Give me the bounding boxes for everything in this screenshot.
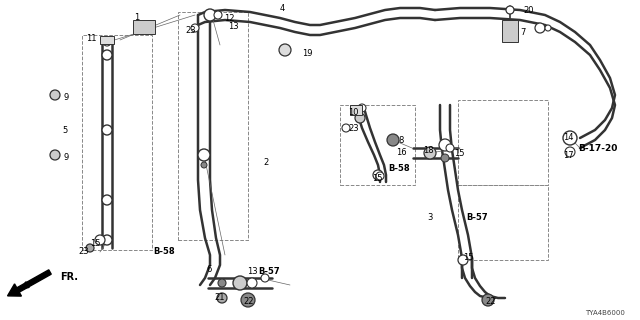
Circle shape [279,44,291,56]
Bar [82,35,152,250]
Circle shape [50,90,60,100]
Circle shape [233,276,247,290]
Text: 21: 21 [214,293,225,302]
Text: 3: 3 [427,213,433,222]
Circle shape [545,25,551,31]
Text: 22: 22 [243,298,253,307]
Circle shape [218,279,226,287]
Circle shape [376,172,384,180]
Circle shape [355,113,365,123]
Text: 23: 23 [185,26,196,35]
Bar [458,185,548,260]
Circle shape [241,293,255,307]
Text: 2: 2 [263,157,268,166]
Circle shape [86,244,94,252]
Text: 4: 4 [280,4,285,12]
Text: 19: 19 [302,49,312,58]
Text: 17: 17 [563,150,573,159]
Circle shape [535,23,545,33]
Text: B-58: B-58 [153,247,175,257]
Circle shape [261,274,269,282]
Text: 16: 16 [396,148,406,156]
Circle shape [191,24,199,32]
Text: FR.: FR. [60,272,78,282]
Text: 12: 12 [224,13,234,22]
Bar [178,12,248,240]
Text: 15: 15 [90,239,100,249]
Text: 18: 18 [423,146,434,155]
Circle shape [198,149,210,161]
Text: 1: 1 [134,12,140,21]
Text: B-58: B-58 [388,164,410,172]
Text: 5: 5 [62,125,67,134]
Circle shape [102,50,112,60]
Bar [502,20,518,42]
Circle shape [424,147,436,159]
Text: TYA4B6000: TYA4B6000 [585,310,625,316]
Circle shape [217,293,227,303]
Text: 20: 20 [523,5,534,14]
Text: 23: 23 [78,247,88,257]
Text: 11: 11 [86,34,97,43]
Text: 14: 14 [563,132,573,141]
Circle shape [95,235,105,245]
Text: B-57: B-57 [466,213,488,222]
Text: 23: 23 [348,124,358,132]
Text: B-17-20: B-17-20 [578,143,618,153]
Text: 9: 9 [63,92,68,101]
Circle shape [204,9,216,21]
Circle shape [506,6,514,14]
Text: 15: 15 [463,253,474,262]
Text: 13: 13 [247,268,258,276]
Circle shape [482,294,494,306]
Bar [100,36,114,44]
Circle shape [373,170,383,180]
Text: 15: 15 [454,148,465,157]
Text: 13: 13 [228,21,239,30]
Bar [458,100,548,185]
Circle shape [565,147,575,157]
Circle shape [458,255,468,265]
Circle shape [214,11,222,19]
Bar [133,20,155,34]
Circle shape [358,104,366,112]
Circle shape [247,278,257,288]
Text: 8: 8 [398,135,403,145]
Text: 22: 22 [485,298,495,307]
Circle shape [102,195,112,205]
Circle shape [446,144,454,152]
Text: 6: 6 [206,266,211,275]
Text: 7: 7 [520,28,525,36]
Circle shape [342,124,350,132]
Circle shape [201,162,207,168]
Text: B-57: B-57 [258,268,280,276]
Circle shape [50,150,60,160]
Circle shape [441,154,449,162]
Circle shape [103,38,111,46]
Text: 15: 15 [372,173,383,182]
Circle shape [387,134,399,146]
Circle shape [439,139,451,151]
Bar [340,105,415,185]
FancyArrow shape [8,270,51,296]
Circle shape [563,131,577,145]
Circle shape [102,125,112,135]
Circle shape [102,235,112,245]
Text: 9: 9 [63,153,68,162]
Text: 10: 10 [348,108,358,116]
Bar [350,105,362,115]
